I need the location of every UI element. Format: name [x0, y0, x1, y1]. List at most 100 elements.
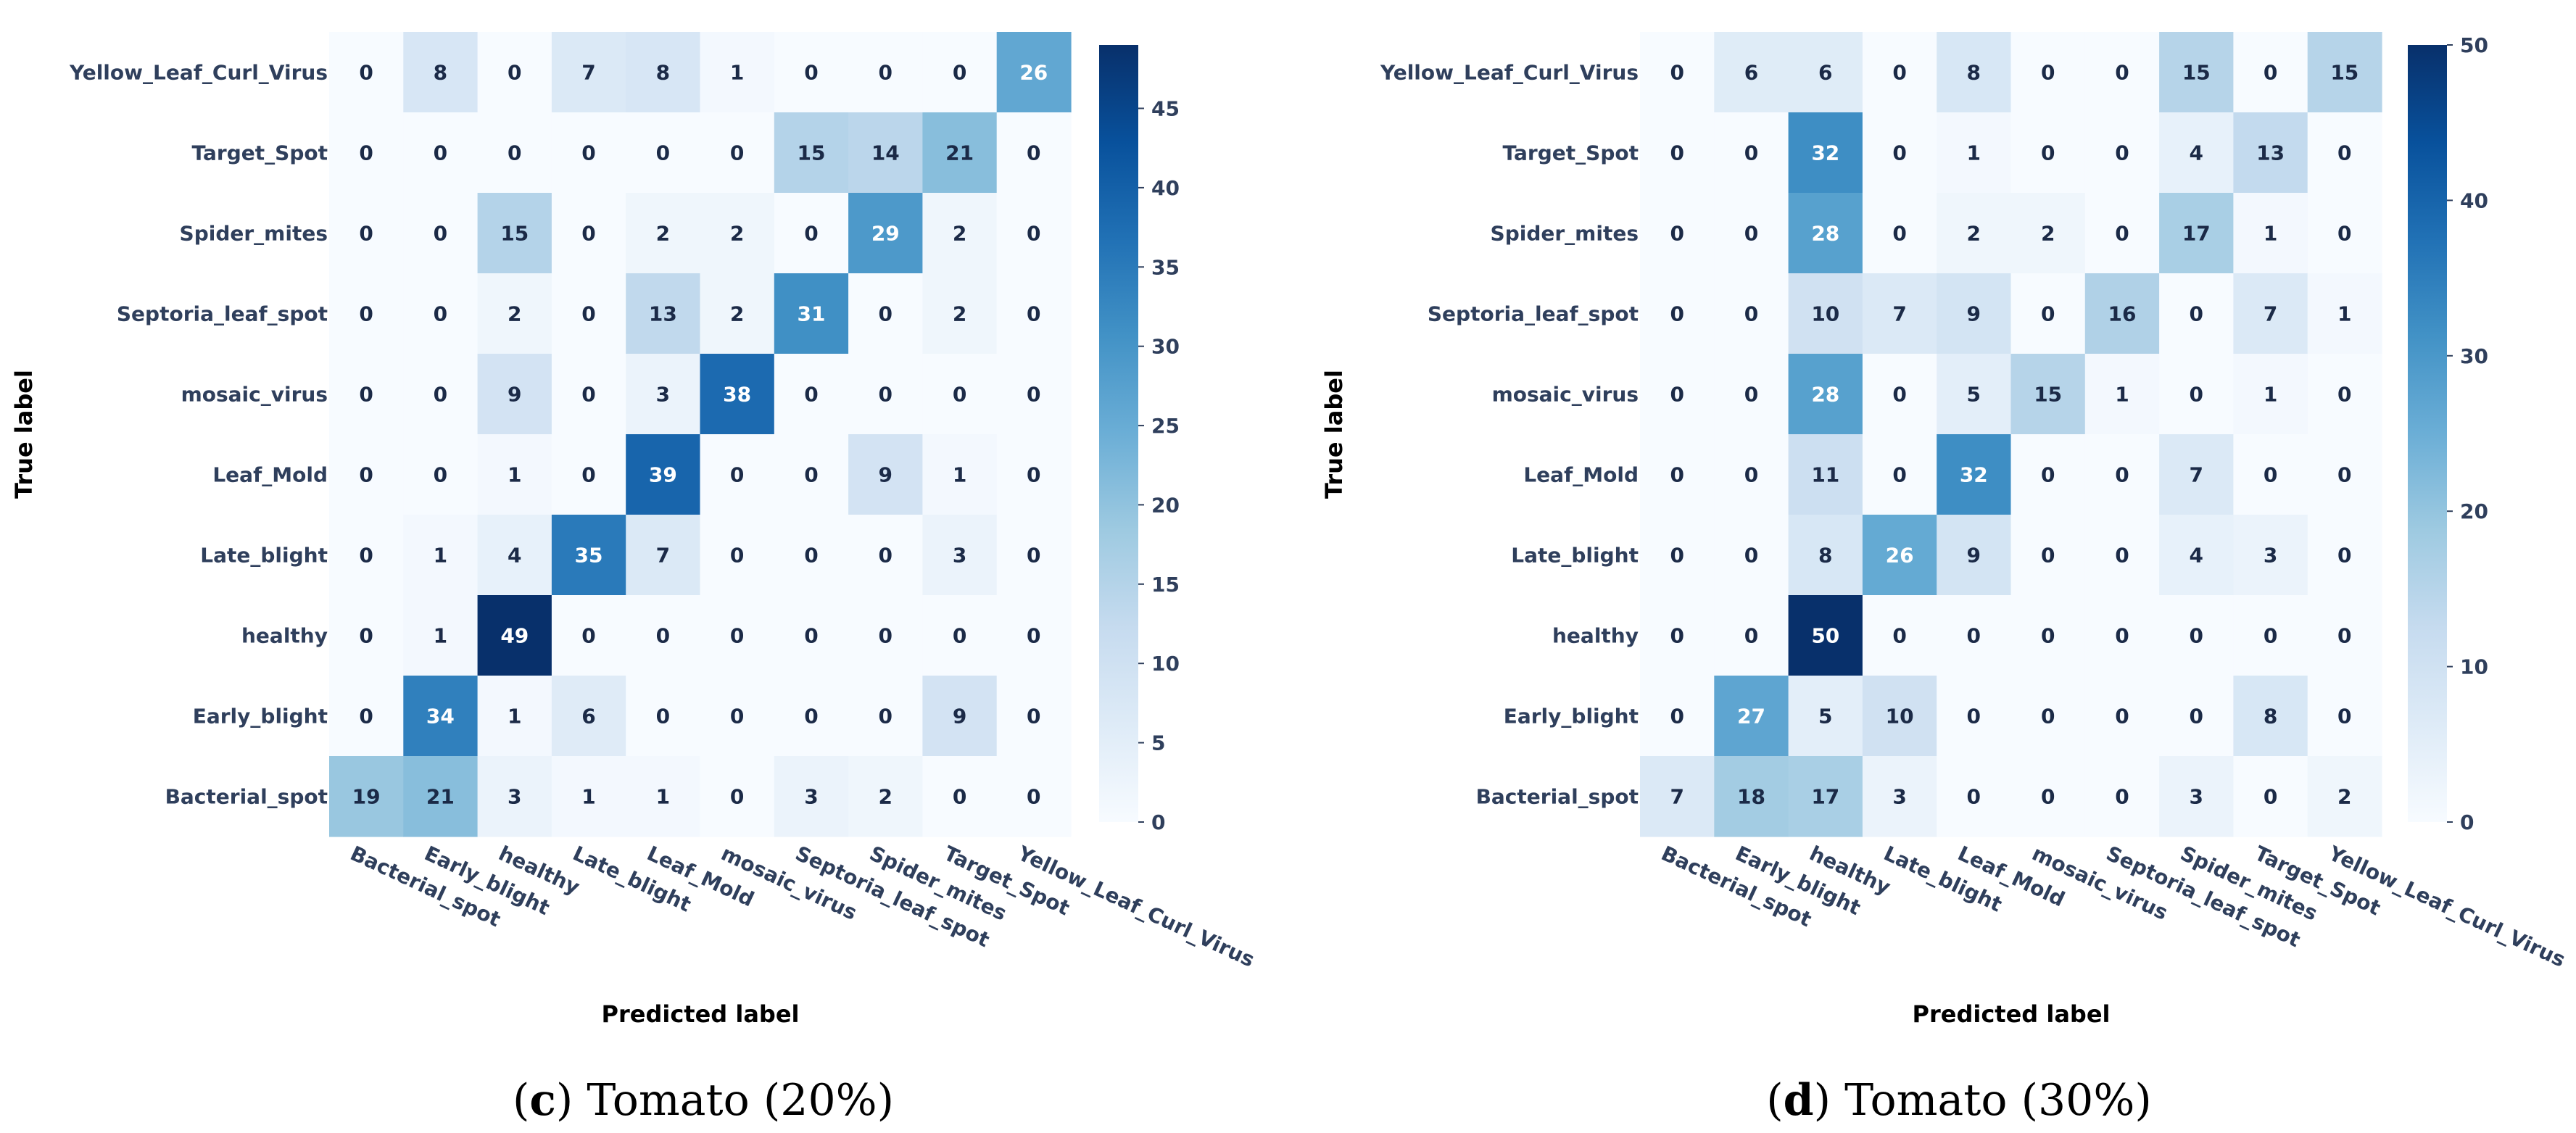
y-tick-label: Late_blight	[200, 544, 328, 568]
cell-value-label: 2	[508, 302, 521, 326]
heatmap-cell	[329, 354, 404, 435]
cell-value-label: 10	[1886, 705, 1914, 729]
cell-value-label: 0	[804, 383, 818, 407]
cell-value-label: 0	[2264, 785, 2277, 809]
heatmap-cell	[1862, 273, 1937, 354]
cell-value-label: 0	[2115, 785, 2129, 809]
heatmap-cell	[2307, 756, 2382, 837]
cell-value-label: 2	[2337, 785, 2351, 809]
heatmap-cell	[848, 112, 923, 194]
heatmap-cell	[1862, 112, 1937, 194]
cell-value-label: 0	[2115, 61, 2129, 85]
heatmap-cell	[551, 756, 626, 837]
cell-value-label: 0	[1027, 624, 1040, 648]
heatmap-cell	[2159, 676, 2234, 757]
heatmap-cell	[996, 595, 1072, 676]
heatmap-cell	[626, 193, 701, 274]
heatmap-cell	[2307, 434, 2382, 515]
y-tick-label: Target_Spot	[1503, 141, 1639, 165]
cell-value-label: 32	[1811, 141, 1839, 165]
heatmap-cell	[551, 515, 626, 596]
heatmap-cell	[403, 676, 479, 757]
heatmap-cell	[700, 515, 775, 596]
heatmap-cell	[1640, 756, 1715, 837]
cell-value-label: 0	[804, 624, 818, 648]
cell-value-label: 11	[1811, 463, 1839, 487]
cell-value-label: 0	[434, 141, 447, 165]
cell-value-label: 0	[434, 222, 447, 246]
y-axis-title: True label	[10, 370, 38, 499]
cell-value-label: 2	[1967, 222, 1981, 246]
heatmap-cell	[2010, 676, 2086, 757]
cell-value-label: 0	[656, 141, 670, 165]
cell-value-label: 0	[1670, 222, 1683, 246]
heatmap-cell	[403, 273, 479, 354]
cell-value-label: 0	[2041, 705, 2055, 729]
heatmap-cell	[2159, 515, 2234, 596]
heatmap-cell	[996, 676, 1072, 757]
heatmap-cell	[2010, 273, 2086, 354]
cell-value-label: 2	[2041, 222, 2055, 246]
cell-value-label: 31	[798, 302, 826, 326]
caption-letter: (	[1766, 1075, 1783, 1126]
heatmap-cell	[922, 32, 998, 113]
heatmap-cell	[2084, 354, 2160, 435]
cell-value-label: 0	[2115, 463, 2129, 487]
cell-value-label: 0	[2115, 624, 2129, 648]
heatmap-cell	[774, 32, 849, 113]
heatmap-cell	[1788, 354, 1863, 435]
cell-value-label: 0	[359, 61, 373, 85]
cell-value-label: 0	[1027, 222, 1040, 246]
cell-value-label: 0	[2337, 624, 2351, 648]
cell-value-label: 0	[1027, 141, 1040, 165]
cell-value-label: 1	[581, 785, 595, 809]
cell-value-label: 50	[1811, 624, 1839, 648]
cell-value-label: 9	[508, 383, 521, 407]
heatmap-cell	[403, 595, 479, 676]
cell-value-label: 0	[508, 141, 521, 165]
heatmap-cell	[2233, 32, 2308, 113]
figure-caption: (c) Tomato (20%)	[513, 1075, 894, 1126]
heatmap-cell	[329, 756, 404, 837]
cell-value-label: 0	[879, 383, 893, 407]
heatmap-cell	[848, 273, 923, 354]
cell-value-label: 0	[1967, 624, 1981, 648]
heatmap-cell	[2010, 756, 2086, 837]
heatmap-cell	[551, 354, 626, 435]
heatmap-cell	[848, 193, 923, 274]
colorbar-tick-label: 35	[1151, 255, 1180, 279]
caption-title: Tomato (30%)	[1844, 1075, 2152, 1126]
heatmap-cell	[2233, 354, 2308, 435]
cell-value-label: 13	[2256, 141, 2285, 165]
cell-value-label: 0	[1027, 383, 1040, 407]
heatmap-cell	[848, 676, 923, 757]
heatmap-cell	[1714, 354, 1789, 435]
cell-value-label: 21	[945, 141, 974, 165]
cell-value-label: 0	[953, 383, 966, 407]
cell-value-label: 0	[1744, 463, 1758, 487]
heatmap-cell	[1788, 515, 1863, 596]
heatmap-cell	[1937, 273, 2012, 354]
heatmap-cell	[1862, 434, 1937, 515]
heatmap-cell	[700, 273, 775, 354]
colorbar-tick-label: 50	[2460, 33, 2488, 57]
cell-value-label: 0	[2337, 544, 2351, 568]
y-tick-label: Yellow_Leaf_Curl_Virus	[1380, 61, 1639, 85]
cell-value-label: 26	[1019, 61, 1048, 85]
cell-value-label: 2	[953, 302, 966, 326]
heatmap-cell	[1937, 32, 2012, 113]
cell-value-label: 0	[1670, 61, 1683, 85]
y-tick-label: Septoria_leaf_spot	[117, 302, 328, 326]
heatmap-cell	[2159, 32, 2234, 113]
heatmap-cell	[477, 273, 552, 354]
cell-value-label: 0	[1744, 222, 1758, 246]
cell-value-label: 35	[575, 544, 603, 568]
heatmap-cell	[2084, 676, 2160, 757]
colorbar-tick-label: 0	[2460, 810, 2474, 834]
heatmap-cell	[626, 434, 701, 515]
cell-value-label: 0	[359, 705, 373, 729]
heatmap-cell	[1862, 595, 1937, 676]
heatmap-cell	[477, 595, 552, 676]
cell-value-label: 0	[2041, 785, 2055, 809]
cell-value-label: 29	[871, 222, 900, 246]
